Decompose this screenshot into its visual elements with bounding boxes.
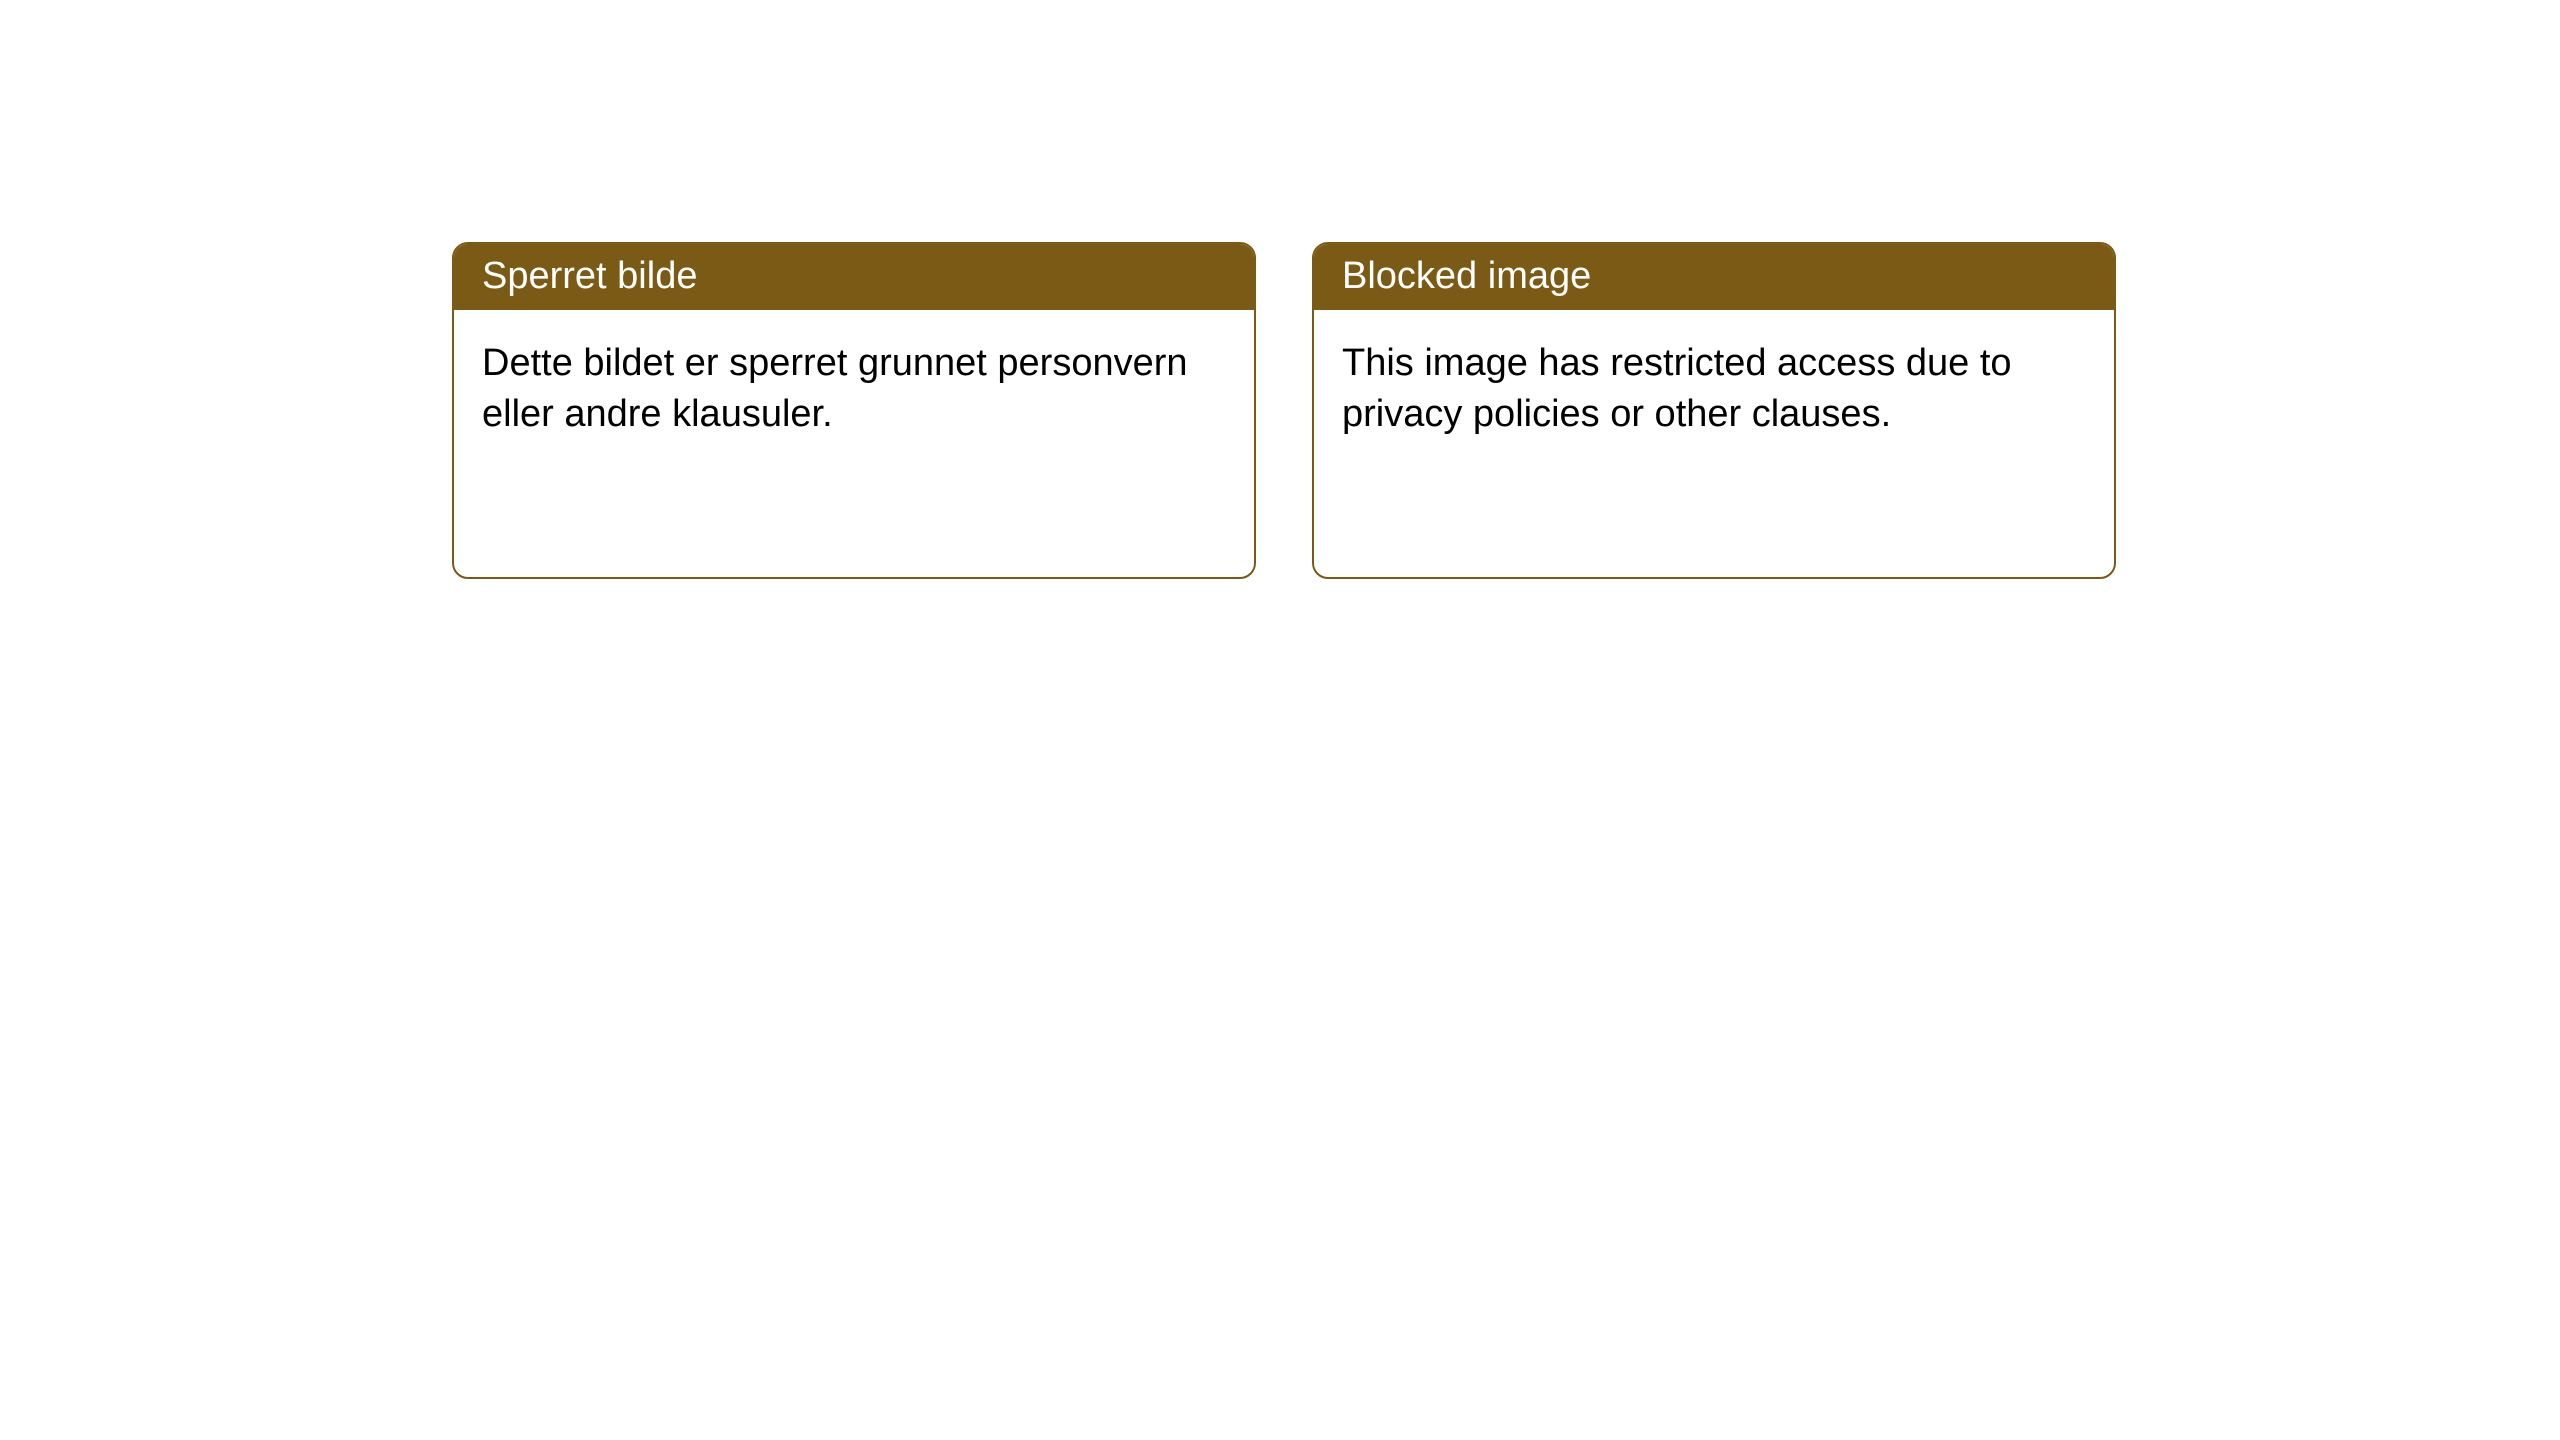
notice-header: Sperret bilde (454, 244, 1254, 310)
notice-body: This image has restricted access due to … (1314, 310, 2114, 469)
notice-body: Dette bildet er sperret grunnet personve… (454, 310, 1254, 469)
notice-card-norwegian: Sperret bilde Dette bildet er sperret gr… (452, 242, 1256, 579)
notice-container: Sperret bilde Dette bildet er sperret gr… (0, 0, 2560, 579)
notice-header: Blocked image (1314, 244, 2114, 310)
notice-card-english: Blocked image This image has restricted … (1312, 242, 2116, 579)
